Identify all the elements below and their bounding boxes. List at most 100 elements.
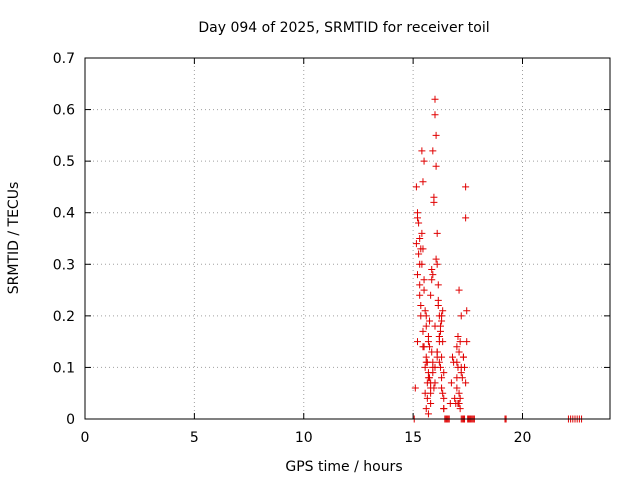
data-point bbox=[434, 296, 442, 304]
data-point bbox=[429, 271, 437, 279]
data-point bbox=[417, 302, 425, 310]
data-point bbox=[432, 131, 440, 139]
data-point bbox=[431, 111, 439, 119]
data-point bbox=[424, 338, 432, 346]
data-point bbox=[416, 235, 424, 242]
data-point bbox=[415, 219, 423, 227]
data-point bbox=[411, 384, 419, 392]
data-point bbox=[440, 369, 448, 377]
data-point bbox=[463, 338, 471, 346]
y-tick-label: 0.1 bbox=[53, 360, 75, 376]
data-point bbox=[414, 338, 421, 346]
data-point bbox=[432, 255, 440, 263]
data-point bbox=[440, 405, 448, 413]
data-point bbox=[414, 214, 421, 222]
data-point bbox=[438, 384, 446, 392]
plot-frame bbox=[84, 57, 611, 420]
data-point bbox=[456, 394, 464, 402]
data-point bbox=[416, 260, 424, 268]
data-point bbox=[423, 394, 431, 402]
data-point bbox=[419, 245, 427, 253]
data-point bbox=[438, 374, 446, 382]
data-point bbox=[439, 389, 447, 397]
data-point bbox=[422, 405, 430, 413]
data-point bbox=[453, 384, 461, 392]
data-point bbox=[432, 162, 440, 170]
data-point bbox=[418, 229, 426, 237]
data-point bbox=[459, 353, 467, 361]
data-point bbox=[455, 400, 463, 408]
x-axis-label: GPS time / hours bbox=[285, 459, 402, 475]
data-point bbox=[416, 281, 424, 289]
data-point bbox=[422, 322, 430, 330]
data-point bbox=[419, 178, 427, 186]
data-point bbox=[455, 389, 463, 397]
data-point bbox=[436, 327, 444, 335]
data-point bbox=[429, 147, 437, 155]
data-point bbox=[455, 348, 463, 356]
data-point bbox=[424, 374, 432, 382]
y-tick-label: 0.2 bbox=[53, 309, 75, 325]
data-point bbox=[435, 358, 443, 366]
data-point bbox=[440, 394, 448, 402]
data-point bbox=[434, 281, 442, 289]
data-point bbox=[456, 405, 464, 413]
data-point bbox=[456, 338, 464, 346]
data-point bbox=[421, 307, 429, 315]
data-point bbox=[428, 276, 436, 284]
data-point bbox=[462, 379, 470, 387]
data-point bbox=[428, 265, 436, 273]
data-point bbox=[435, 338, 443, 346]
data-point bbox=[427, 389, 435, 397]
data-point bbox=[431, 379, 439, 387]
data-point bbox=[449, 353, 456, 361]
chart-title: Day 094 of 2025, SRMTID for receiver toi… bbox=[198, 20, 489, 36]
data-point bbox=[453, 343, 461, 351]
data-point bbox=[462, 214, 470, 222]
data-point bbox=[447, 379, 455, 387]
x-tick-label: 0 bbox=[81, 430, 90, 446]
data-point bbox=[422, 358, 430, 366]
data-point bbox=[427, 400, 435, 408]
x-tick-label: 5 bbox=[190, 430, 199, 446]
y-tick-label: 0 bbox=[66, 412, 75, 428]
data-point bbox=[433, 260, 441, 268]
y-tick-label: 0.6 bbox=[53, 103, 75, 119]
data-point bbox=[454, 332, 462, 340]
data-point bbox=[455, 286, 463, 294]
y-tick-label: 0.4 bbox=[53, 206, 75, 222]
data-point bbox=[462, 183, 470, 191]
data-point bbox=[453, 358, 461, 366]
data-point bbox=[431, 95, 439, 103]
data-point bbox=[427, 291, 435, 299]
data-point bbox=[419, 327, 427, 335]
data-point bbox=[414, 271, 421, 279]
data-point bbox=[412, 240, 420, 248]
data-point bbox=[429, 363, 437, 371]
data-point bbox=[431, 322, 439, 330]
data-point bbox=[422, 312, 430, 320]
data-point bbox=[420, 343, 428, 351]
data-point bbox=[439, 307, 447, 315]
data-point bbox=[420, 286, 428, 294]
data-points bbox=[410, 95, 586, 423]
x-tick-label: 20 bbox=[514, 430, 532, 446]
data-point bbox=[433, 229, 441, 237]
data-point bbox=[430, 198, 438, 206]
data-point bbox=[412, 183, 420, 191]
data-point bbox=[463, 307, 471, 315]
data-point bbox=[430, 384, 438, 392]
data-point bbox=[416, 291, 424, 299]
data-point bbox=[423, 379, 431, 387]
data-point bbox=[415, 250, 423, 258]
x-tick-label: 15 bbox=[404, 430, 422, 446]
data-point bbox=[424, 410, 432, 418]
data-point bbox=[420, 276, 428, 284]
axis-ticks: 0 0.1 0.2 0.3 0.4 0.5 0.6 0.7 0 5 10 15 20 bbox=[53, 51, 610, 446]
data-point bbox=[457, 363, 465, 371]
data-point bbox=[433, 353, 441, 361]
data-point bbox=[458, 374, 466, 382]
y-tick-label: 0.5 bbox=[53, 154, 75, 170]
y-tick-label: 0.3 bbox=[53, 257, 75, 273]
